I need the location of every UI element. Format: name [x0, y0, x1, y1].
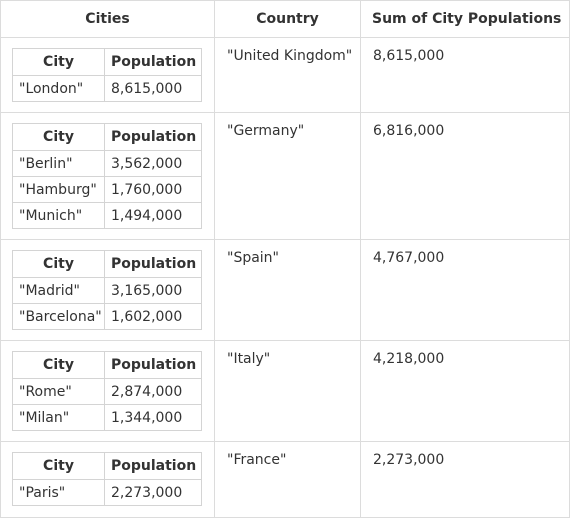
subtable-header-row: City Population: [12, 123, 202, 151]
city-population: 1,602,000: [104, 303, 202, 330]
city-population: 1,494,000: [104, 202, 202, 229]
result-row: City Population "Berlin" 3,562,000 "Hamburg"…: [0, 112, 570, 240]
cities-cell: City Population "Paris" 2,273,000: [0, 441, 215, 518]
subtable-row: "Barcelona" 1,602,000: [12, 303, 202, 330]
city-name: "Munich": [12, 202, 105, 229]
result-row: City Population "London" 8,615,000 "United K…: [0, 37, 570, 113]
country-name: "France": [214, 441, 361, 518]
cities-subtable: City Population "London" 8,615,000: [12, 48, 202, 102]
city-name: "Barcelona": [12, 303, 105, 330]
subtable-row: "Paris" 2,273,000: [12, 479, 202, 506]
subtable-header-population: Population: [104, 250, 202, 278]
result-row: City Population "Rome" 2,874,000 "Milan" 1,34…: [0, 340, 570, 442]
subtable-header-row: City Population: [12, 452, 202, 480]
sum-population: 2,273,000: [360, 441, 570, 518]
city-population: 3,165,000: [104, 277, 202, 304]
header-row: Cities Country Sum of City Populations: [0, 0, 570, 38]
city-name: "London": [12, 75, 105, 102]
subtable-row: "Milan" 1,344,000: [12, 404, 202, 431]
cities-cell: City Population "London" 8,615,000: [0, 37, 215, 113]
subtable-row: "London" 8,615,000: [12, 75, 202, 102]
sum-population: 4,767,000: [360, 239, 570, 341]
sum-population: 6,816,000: [360, 112, 570, 240]
country-name: "Spain": [214, 239, 361, 341]
result-row: City Population "Madrid" 3,165,000 "Barcelon…: [0, 239, 570, 341]
subtable-header-city: City: [12, 123, 105, 151]
subtable-row: "Munich" 1,494,000: [12, 202, 202, 229]
subtable-row: "Rome" 2,874,000: [12, 378, 202, 405]
cities-cell: City Population "Madrid" 3,165,000 "Barcelon…: [0, 239, 215, 341]
city-population: 8,615,000: [104, 75, 202, 102]
result-row: City Population "Paris" 2,273,000 "France" 2,…: [0, 441, 570, 518]
subtable-header-city: City: [12, 351, 105, 379]
city-name: "Madrid": [12, 277, 105, 304]
city-name: "Rome": [12, 378, 105, 405]
city-population: 1,344,000: [104, 404, 202, 431]
cities-subtable: City Population "Madrid" 3,165,000 "Barcelon…: [12, 250, 202, 330]
cities-subtable: City Population "Paris" 2,273,000: [12, 452, 202, 506]
country-name: "Italy": [214, 340, 361, 442]
sum-population: 4,218,000: [360, 340, 570, 442]
subtable-header-population: Population: [104, 48, 202, 76]
subtable-header-row: City Population: [12, 250, 202, 278]
cities-cell: City Population "Rome" 2,874,000 "Milan" 1,34…: [0, 340, 215, 442]
subtable-header-population: Population: [104, 452, 202, 480]
subtable-header-population: Population: [104, 123, 202, 151]
cities-subtable: City Population "Rome" 2,874,000 "Milan" 1,34…: [12, 351, 202, 431]
sum-population: 8,615,000: [360, 37, 570, 113]
header-cities: Cities: [0, 0, 215, 38]
city-name: "Hamburg": [12, 176, 105, 203]
city-name: "Paris": [12, 479, 105, 506]
city-population: 1,760,000: [104, 176, 202, 203]
subtable-header-row: City Population: [12, 48, 202, 76]
subtable-header-population: Population: [104, 351, 202, 379]
subtable-header-city: City: [12, 48, 105, 76]
city-population: 2,874,000: [104, 378, 202, 405]
country-name: "Germany": [214, 112, 361, 240]
city-population: 2,273,000: [104, 479, 202, 506]
cities-cell: City Population "Berlin" 3,562,000 "Hamburg"…: [0, 112, 215, 240]
subtable-row: "Hamburg" 1,760,000: [12, 176, 202, 203]
subtable-row: "Berlin" 3,562,000: [12, 150, 202, 177]
city-name: "Berlin": [12, 150, 105, 177]
header-sum-populations: Sum of City Populations: [360, 0, 570, 38]
cities-subtable: City Population "Berlin" 3,562,000 "Hamburg"…: [12, 123, 202, 229]
subtable-header-city: City: [12, 250, 105, 278]
city-population: 3,562,000: [104, 150, 202, 177]
header-country: Country: [214, 0, 361, 38]
subtable-header-row: City Population: [12, 351, 202, 379]
country-name: "United Kingdom": [214, 37, 361, 113]
subtable-header-city: City: [12, 452, 105, 480]
subtable-row: "Madrid" 3,165,000: [12, 277, 202, 304]
city-name: "Milan": [12, 404, 105, 431]
